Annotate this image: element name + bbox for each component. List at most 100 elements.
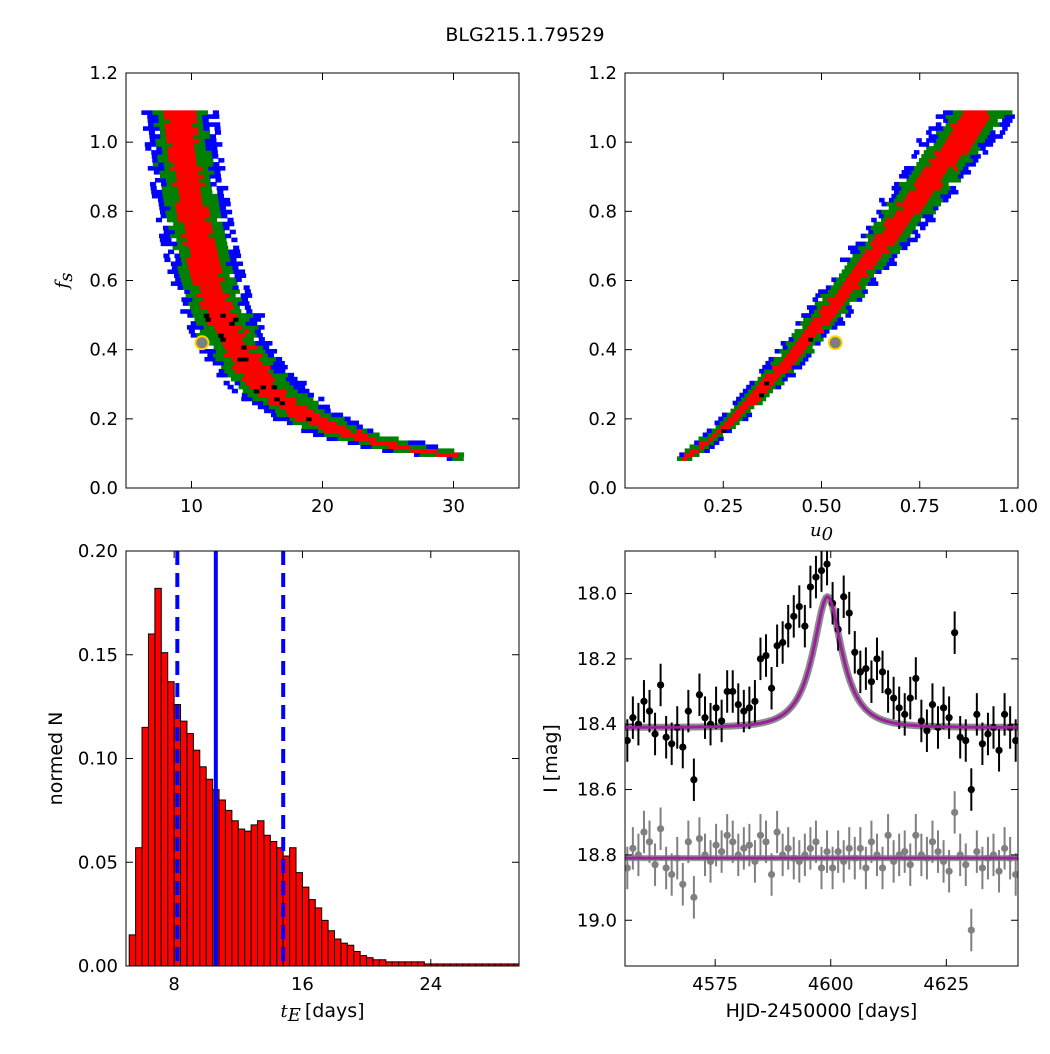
confidence-cell [891,209,897,215]
confidence-cell [175,118,182,123]
confidence-cell [943,150,949,155]
confidence-cell [813,309,820,314]
confidence-cell [194,217,201,223]
confidence-cell [195,249,202,255]
confidence-cell [215,177,222,183]
confidence-cell [175,166,182,171]
data-point [679,743,687,751]
confidence-cell [301,404,308,410]
confidence-cell [192,261,199,267]
confidence-cell [302,392,309,398]
confidence-cell [936,154,942,159]
confidence-cell [943,166,949,171]
confidence-cell [746,412,753,418]
confidence-cell [977,126,984,131]
confidence-cell [195,225,203,231]
confidence-cell [199,241,206,247]
confidence-cell [197,205,204,211]
confidence-cell [895,233,901,239]
confidence-cell [809,329,815,334]
confidence-cell [923,197,929,203]
confidence-cell [311,416,318,422]
confidence-cell [215,265,223,271]
confidence-cell [265,372,273,378]
confidence-cell [820,313,827,318]
confidence-cell [785,341,792,346]
confidence-cell [918,166,925,171]
confidence-cell [225,313,232,318]
confidence-cell [251,360,258,366]
confidence-cell [987,134,994,139]
confidence-cell [742,416,749,422]
confidence-cell [912,229,919,235]
confidence-cell [253,388,260,394]
confidence-cell [875,241,881,247]
confidence-cell [179,273,186,278]
confidence-cell [270,412,278,418]
confidence-cell [178,150,185,155]
confidence-cell [846,277,852,282]
confidence-cell [236,376,243,382]
confidence-cell [273,380,280,386]
confidence-cell [184,289,191,294]
confidence-cell [197,166,204,171]
confidence-cell [852,261,858,267]
confidence-cell [437,448,444,453]
confidence-cell [948,118,954,123]
confidence-cell [901,170,908,175]
confidence-cell [878,229,884,235]
confidence-cell [297,420,305,426]
confidence-cell [745,408,751,414]
confidence-cell [247,313,254,318]
confidence-cell [270,348,278,354]
confidence-cell [185,309,192,314]
confidence-cell [833,281,840,286]
confidence-cell [150,181,157,187]
y-tick-label: 0.6 [89,271,118,292]
confidence-cell [950,154,957,159]
confidence-cell [874,257,880,263]
y-tick-label: 0.20 [78,541,118,562]
confidence-cell [286,420,294,426]
confidence-cell [193,177,200,183]
confidence-cell [297,388,304,394]
confidence-cell [204,134,211,139]
confidence-cell [893,221,899,227]
confidence-cell [404,448,411,453]
confidence-cell [847,289,854,294]
confidence-cell [298,412,305,418]
confidence-cell [357,432,364,438]
confidence-cell [193,265,201,271]
data-point [729,687,737,696]
confidence-cell [248,388,255,394]
confidence-cell [882,237,889,243]
confidence-cell [908,205,914,211]
confidence-cell [875,233,882,239]
confidence-cell [278,360,285,366]
confidence-cell [819,301,826,306]
confidence-cell [219,233,226,239]
x-tick-label: 10 [180,496,203,517]
confidence-cell [163,114,170,119]
confidence-cell [178,189,185,195]
confidence-cell [935,193,942,199]
confidence-cell [836,305,842,310]
confidence-cell [228,305,235,310]
confidence-cell [281,364,288,370]
confidence-cell [158,114,165,119]
confidence-cell [169,201,176,207]
confidence-cell [906,185,912,191]
confidence-cell [177,142,184,147]
data-point [668,740,676,748]
confidence-cell [894,181,900,187]
confidence-cell [922,213,929,219]
confidence-cell [236,261,243,267]
confidence-cell [181,126,188,131]
confidence-cell [839,301,845,306]
confidence-cell [925,217,931,223]
confidence-cell [206,154,213,159]
confidence-cell [206,289,213,294]
confidence-cell [173,193,180,199]
confidence-cell [945,177,952,183]
confidence-cell [224,309,231,314]
